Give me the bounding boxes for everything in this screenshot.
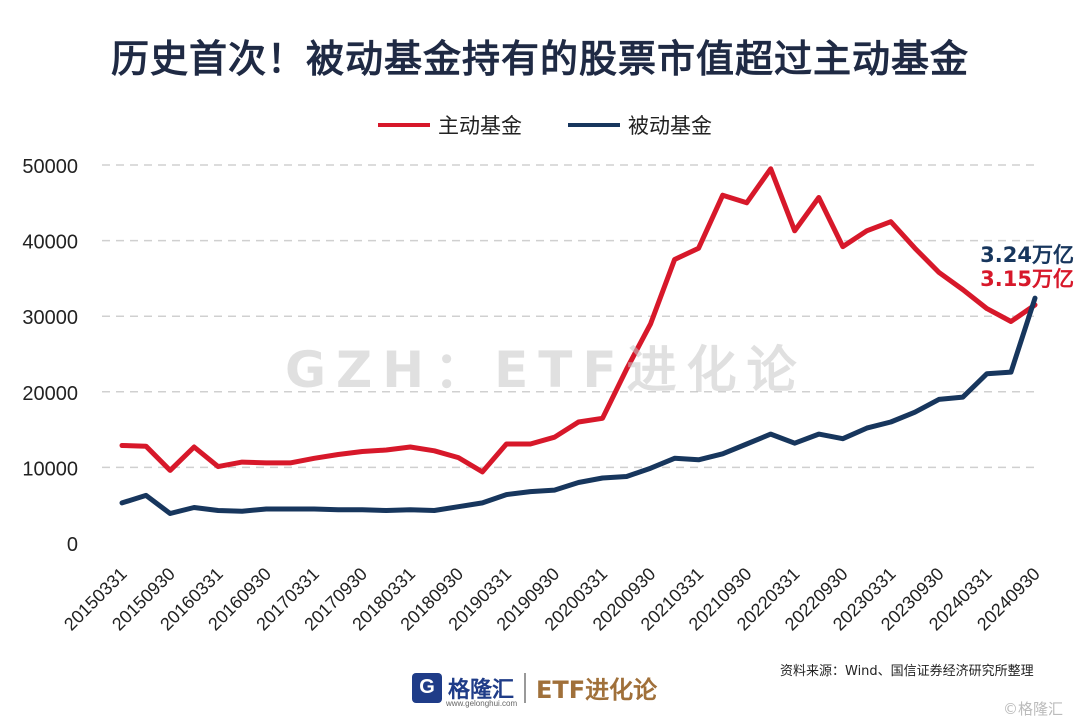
gelonghui-logo-icon: G [412, 672, 442, 703]
series-line [119, 295, 1038, 516]
end-value-label: 3.24万亿 [980, 243, 1074, 267]
y-tick-labels: 0 10000 20000 30000 40000 50000 [22, 156, 78, 556]
grid-lines [102, 164, 1040, 469]
footer-logo: G 格隆汇 ETF进化论 [412, 670, 657, 705]
corner-watermark: ©格隆汇 [1003, 700, 1064, 718]
source-note: 资料来源：Wind、国信证券经济研究所整理 [780, 664, 1034, 679]
brand-name: ETF进化论 [536, 676, 658, 704]
series-lines [119, 166, 1038, 516]
end-value-label: 3.15万亿 [980, 267, 1074, 291]
series-line [119, 166, 1038, 475]
watermark-text: GZH：ETF进化论 [285, 341, 807, 399]
legend-label: 被动基金 [628, 114, 712, 138]
y-tick-label: 0 [67, 534, 78, 556]
y-tick-label: 20000 [22, 383, 78, 405]
y-tick-label: 30000 [22, 307, 78, 329]
legend-label: 主动基金 [438, 114, 522, 138]
y-tick-label: 10000 [22, 458, 78, 480]
footer-divider [524, 672, 527, 703]
y-tick-label: 50000 [22, 156, 78, 178]
y-tick-label: 40000 [22, 232, 78, 254]
x-tick-labels: 2015033120150930201603312016093020170331… [60, 564, 1044, 635]
chart-title: 历史首次！被动基金持有的股票市值超过主动基金 [110, 37, 969, 81]
logo-url: www.gelonghui.com [446, 699, 518, 708]
legend: 主动基金 被动基金 [378, 114, 712, 138]
logo-name: 格隆汇 [448, 677, 515, 703]
